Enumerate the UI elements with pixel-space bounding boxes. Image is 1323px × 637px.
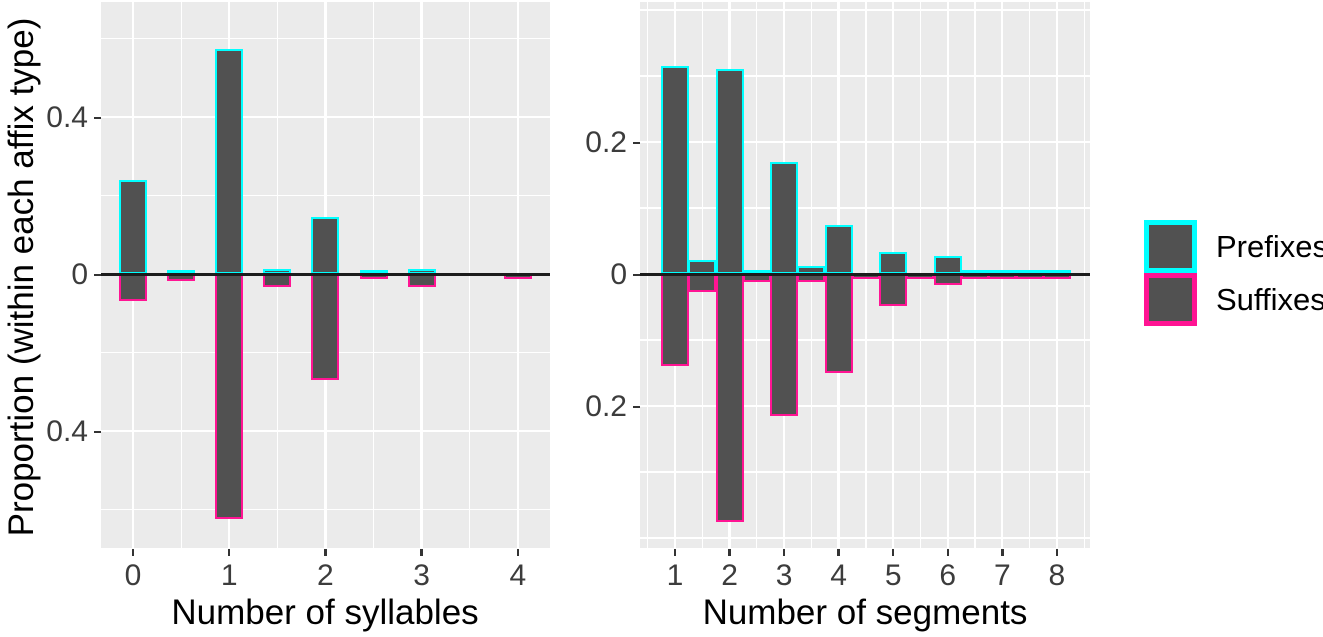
x-tick-mark: [782, 549, 786, 556]
bar-suffix: [879, 274, 908, 306]
histogram-panel-segments: [640, 2, 1090, 548]
y-major-gridline: [640, 536, 1090, 540]
legend-key-prefixes-swatch: [1144, 220, 1197, 273]
y-tick-mark: [633, 405, 640, 409]
x-tick-label: 1: [220, 559, 238, 592]
bar-prefix: [824, 225, 853, 274]
x-tick-label: 6: [939, 559, 957, 592]
x-tick-mark: [946, 549, 949, 556]
y-major-gridline: [640, 8, 1090, 12]
y-minor-gridline: [640, 75, 1090, 77]
x-tick-label: 0: [124, 559, 142, 592]
x-tick-label: 5: [884, 559, 902, 592]
x-tick-label: 1: [666, 559, 684, 592]
bar-prefix: [119, 179, 147, 274]
x-axis-title-segments: Number of segments: [702, 593, 1028, 632]
x-tick-mark: [227, 549, 231, 556]
bar-suffix: [407, 274, 436, 288]
y-tick-mark: [94, 116, 101, 120]
x-tick-mark: [420, 549, 423, 556]
x-tick-label: 8: [1048, 559, 1066, 592]
x-tick-mark: [324, 549, 327, 556]
bar-prefix: [879, 252, 908, 274]
bar-suffix: [311, 274, 340, 380]
y-tick-label: 0.4: [46, 414, 88, 448]
y-major-gridline: [101, 116, 550, 119]
y-major-gridline: [101, 429, 550, 432]
x-tick-mark: [837, 549, 840, 556]
bar-prefix: [933, 256, 962, 274]
legend-label-suffixes: Suffixes: [1216, 282, 1323, 317]
y-minor-gridline: [640, 471, 1090, 473]
x-tick-label: 7: [993, 559, 1011, 592]
bar-suffix: [215, 274, 244, 519]
bar-suffix: [688, 274, 717, 293]
x-tick-mark: [1001, 549, 1004, 556]
y-tick-label: 0: [610, 258, 627, 291]
bar-suffix: [119, 274, 147, 302]
legend-key-suffixes-swatch: [1144, 273, 1197, 326]
legend-label-prefixes: Prefixes: [1216, 229, 1323, 264]
x-axis-title-syllables: Number of syllables: [171, 593, 479, 632]
y-tick-label: 0.2: [585, 126, 627, 159]
y-tick-mark: [94, 273, 101, 277]
x-tick-label: 2: [317, 559, 334, 592]
x-tick-label: 2: [721, 559, 738, 592]
bar-suffix: [715, 274, 744, 522]
bar-suffix: [933, 274, 962, 285]
x-tick-mark: [728, 549, 731, 556]
x-tick-label: 4: [830, 559, 847, 592]
y-major-gridline: [640, 140, 1090, 144]
bar-suffix: [263, 274, 292, 287]
bar-suffix: [661, 274, 689, 367]
y-tick-mark: [633, 141, 640, 145]
x-tick-label: 4: [509, 559, 527, 592]
y-tick-label: 0: [71, 258, 88, 291]
x-tick-mark: [516, 549, 520, 556]
bar-prefix: [661, 66, 689, 274]
y-minor-gridline: [640, 207, 1090, 209]
y-tick-mark: [94, 430, 101, 434]
x-tick-mark: [891, 549, 895, 556]
histogram-panel-syllables: [101, 2, 550, 548]
zero-baseline: [640, 272, 1090, 276]
x-tick-mark: [131, 549, 135, 556]
y-major-gridline: [640, 404, 1090, 408]
x-tick-label: 3: [413, 559, 430, 592]
bar-prefix: [715, 69, 744, 274]
y-tick-label: 0.2: [585, 390, 627, 423]
x-tick-mark: [1055, 549, 1059, 556]
y-tick-mark: [633, 273, 640, 277]
y-minor-gridline: [640, 339, 1090, 341]
bar-prefix: [770, 161, 799, 274]
bar-suffix: [824, 274, 853, 373]
x-tick-mark: [673, 549, 677, 556]
zero-baseline: [101, 272, 550, 276]
bar-prefix: [311, 217, 340, 274]
bar-prefix: [215, 48, 244, 274]
y-tick-label: 0.4: [46, 101, 88, 135]
bar-suffix: [770, 274, 799, 416]
x-tick-label: 3: [775, 559, 793, 592]
